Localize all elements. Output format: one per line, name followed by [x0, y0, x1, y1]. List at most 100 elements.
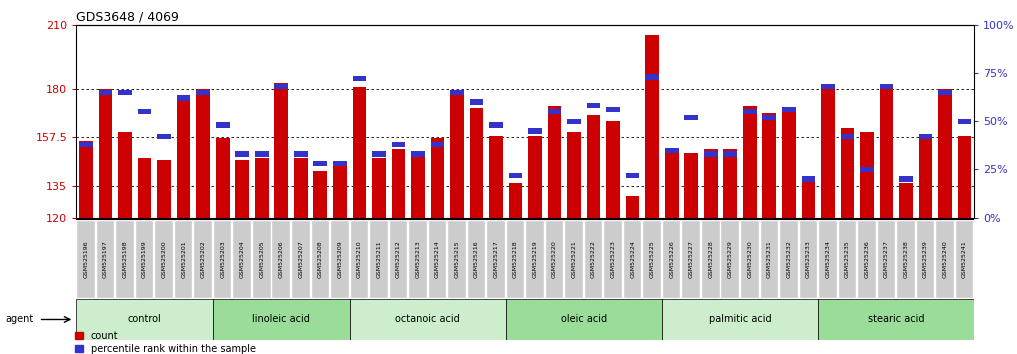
- Text: GSM525198: GSM525198: [123, 240, 127, 278]
- Bar: [489, 136, 502, 218]
- FancyBboxPatch shape: [448, 221, 466, 297]
- FancyBboxPatch shape: [487, 221, 504, 297]
- FancyBboxPatch shape: [370, 221, 387, 297]
- Text: GSM525233: GSM525233: [805, 240, 811, 278]
- FancyBboxPatch shape: [175, 221, 192, 297]
- Bar: [606, 121, 620, 218]
- Bar: [333, 161, 347, 166]
- Text: GSM525241: GSM525241: [962, 240, 967, 278]
- FancyBboxPatch shape: [623, 221, 642, 297]
- Text: GSM525236: GSM525236: [864, 240, 870, 278]
- FancyBboxPatch shape: [214, 221, 232, 297]
- Bar: [606, 107, 620, 112]
- FancyBboxPatch shape: [77, 221, 95, 297]
- Bar: [275, 82, 288, 218]
- FancyBboxPatch shape: [526, 221, 544, 297]
- Bar: [294, 152, 307, 157]
- FancyBboxPatch shape: [916, 221, 935, 297]
- Bar: [235, 160, 249, 218]
- FancyBboxPatch shape: [506, 221, 525, 297]
- Bar: [567, 132, 581, 218]
- Text: GSM525205: GSM525205: [259, 240, 264, 278]
- Text: GSM525202: GSM525202: [200, 240, 205, 278]
- FancyBboxPatch shape: [818, 299, 974, 340]
- Text: GSM525204: GSM525204: [240, 240, 245, 278]
- FancyBboxPatch shape: [332, 221, 349, 297]
- Text: GSM525217: GSM525217: [493, 240, 498, 278]
- Bar: [782, 110, 795, 218]
- FancyBboxPatch shape: [565, 221, 583, 297]
- Bar: [353, 76, 366, 81]
- Bar: [99, 90, 113, 95]
- FancyBboxPatch shape: [351, 221, 368, 297]
- Text: GSM525224: GSM525224: [631, 240, 636, 278]
- Text: oleic acid: oleic acid: [560, 314, 607, 325]
- Bar: [548, 106, 561, 218]
- Bar: [196, 90, 210, 95]
- Bar: [470, 108, 483, 218]
- Text: GSM525232: GSM525232: [786, 240, 791, 278]
- Text: GSM525222: GSM525222: [591, 240, 596, 278]
- Bar: [567, 119, 581, 124]
- Bar: [235, 152, 249, 157]
- Bar: [938, 89, 952, 218]
- Bar: [763, 113, 776, 218]
- FancyBboxPatch shape: [662, 299, 818, 340]
- FancyBboxPatch shape: [136, 221, 154, 297]
- Text: GSM525210: GSM525210: [357, 240, 362, 278]
- Bar: [918, 136, 933, 218]
- Bar: [548, 109, 561, 114]
- Text: GSM525225: GSM525225: [650, 240, 655, 278]
- Text: stearic acid: stearic acid: [868, 314, 924, 325]
- Text: GSM525212: GSM525212: [396, 240, 401, 278]
- Bar: [938, 90, 952, 95]
- FancyBboxPatch shape: [253, 221, 271, 297]
- Bar: [958, 136, 971, 218]
- Bar: [918, 134, 933, 139]
- Bar: [137, 158, 152, 218]
- Bar: [255, 152, 268, 157]
- Bar: [216, 122, 230, 128]
- Bar: [704, 152, 718, 157]
- Bar: [294, 158, 307, 218]
- FancyBboxPatch shape: [428, 221, 446, 297]
- Text: GSM525211: GSM525211: [376, 240, 381, 278]
- Bar: [430, 138, 444, 218]
- Text: GSM525196: GSM525196: [83, 240, 88, 278]
- FancyBboxPatch shape: [741, 221, 759, 297]
- Bar: [489, 122, 502, 128]
- Text: GSM525206: GSM525206: [279, 240, 284, 278]
- Bar: [470, 99, 483, 105]
- Bar: [451, 90, 464, 95]
- Bar: [137, 109, 152, 114]
- FancyBboxPatch shape: [663, 221, 680, 297]
- Text: GSM525216: GSM525216: [474, 240, 479, 278]
- FancyBboxPatch shape: [858, 221, 876, 297]
- Text: GDS3648 / 4069: GDS3648 / 4069: [76, 11, 179, 24]
- Bar: [899, 183, 913, 218]
- Text: GSM525235: GSM525235: [845, 240, 850, 278]
- Bar: [665, 148, 678, 153]
- Bar: [880, 84, 893, 89]
- Bar: [275, 84, 288, 89]
- FancyBboxPatch shape: [234, 221, 251, 297]
- Bar: [99, 89, 113, 218]
- FancyBboxPatch shape: [76, 299, 213, 340]
- Bar: [801, 176, 816, 182]
- FancyBboxPatch shape: [194, 221, 212, 297]
- Bar: [313, 171, 327, 218]
- Bar: [723, 149, 737, 218]
- Text: GSM525238: GSM525238: [903, 240, 908, 278]
- Bar: [723, 152, 737, 157]
- FancyBboxPatch shape: [468, 221, 485, 297]
- Bar: [841, 134, 854, 139]
- Bar: [196, 89, 210, 218]
- Bar: [958, 119, 971, 124]
- FancyBboxPatch shape: [546, 221, 563, 297]
- Bar: [177, 96, 190, 101]
- FancyBboxPatch shape: [116, 221, 134, 297]
- FancyBboxPatch shape: [156, 221, 173, 297]
- Text: GSM525208: GSM525208: [317, 240, 322, 278]
- FancyBboxPatch shape: [311, 221, 330, 297]
- Text: GSM525240: GSM525240: [943, 240, 948, 278]
